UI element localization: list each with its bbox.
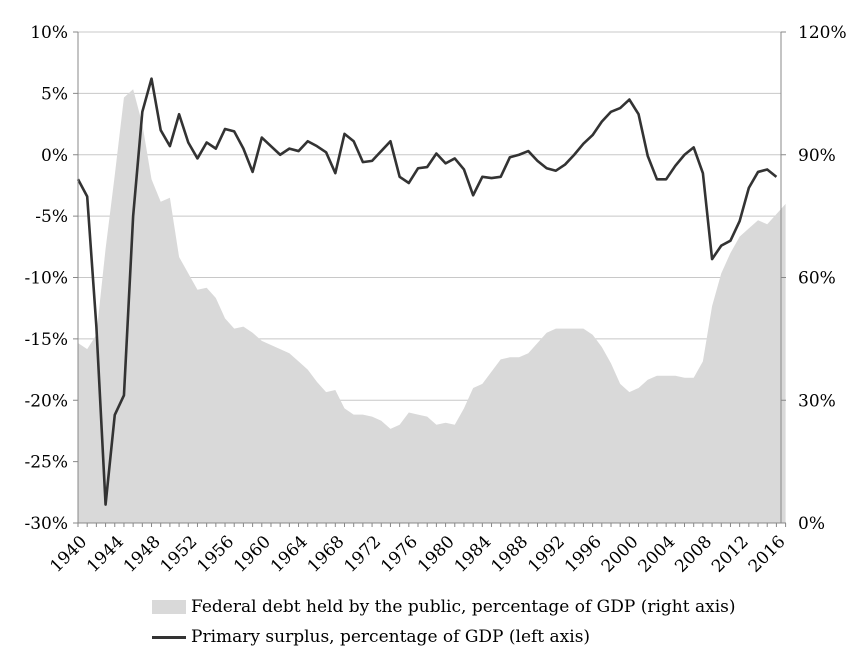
x-axis-tick-label: 2000 bbox=[598, 532, 643, 577]
legend-item-debt: Federal debt held by the public, percent… bbox=[152, 597, 736, 617]
x-axis-tick-label: 1980 bbox=[414, 532, 459, 577]
right-axis-tick-label: 90% bbox=[798, 146, 836, 166]
x-axis-tick-label: 1996 bbox=[561, 532, 606, 577]
debt-area-series bbox=[78, 89, 786, 524]
left-axis-tick-label: 10% bbox=[30, 23, 68, 43]
x-axis-tick-label: 1968 bbox=[304, 532, 349, 577]
x-axis-tick-label: 1956 bbox=[193, 532, 238, 577]
x-axis-tick-label: 1992 bbox=[524, 532, 569, 577]
x-axis-tick-label: 2012 bbox=[708, 532, 753, 577]
x-axis-tick-label: 1944 bbox=[83, 532, 128, 577]
x-axis-tick-label: 1960 bbox=[230, 532, 275, 577]
x-axis-tick-label: 1976 bbox=[377, 532, 422, 577]
left-axis-tick-label: -30% bbox=[24, 514, 68, 534]
right-axis-tick-labels: 120% 90% 60% 30% 0% bbox=[798, 23, 847, 534]
left-axis-tick-labels: 10% 5% 0% -5% -10% -15% -20% -25% -30% bbox=[24, 23, 68, 534]
x-axis-tick-label: 1952 bbox=[157, 532, 202, 577]
left-axis-tick-label: -15% bbox=[24, 330, 68, 350]
left-axis-tick-label: -10% bbox=[24, 269, 68, 289]
legend-item-surplus: Primary surplus, percentage of GDP (left… bbox=[152, 627, 590, 647]
x-axis-tick-label: 1988 bbox=[488, 532, 533, 577]
left-axis-tick-label: -5% bbox=[35, 207, 68, 227]
legend-label-surplus: Primary surplus, percentage of GDP (left… bbox=[191, 627, 591, 647]
right-axis-tick-label: 0% bbox=[798, 514, 825, 534]
left-axis-tick-label: -25% bbox=[24, 453, 68, 473]
left-axis-tick-label: 5% bbox=[41, 84, 68, 104]
primary-surplus-line-series bbox=[76, 77, 778, 506]
legend-swatch-surplus bbox=[152, 635, 186, 639]
x-axis-tick-label: 2004 bbox=[635, 532, 680, 577]
x-axis-tick-label: 2008 bbox=[671, 532, 716, 577]
x-axis-tick-label: 1972 bbox=[340, 532, 385, 577]
axes bbox=[73, 31, 787, 527]
left-axis-tick-label: 0% bbox=[41, 146, 68, 166]
debt-area bbox=[78, 89, 786, 524]
x-axis-tick-label: 1948 bbox=[120, 532, 165, 577]
x-axis-tick-label: 1964 bbox=[267, 532, 312, 577]
x-axis-tick-labels: 1940194419481952195619601964196819721976… bbox=[46, 532, 789, 577]
primary-surplus-line bbox=[76, 77, 778, 506]
left-axis-tick-label: -20% bbox=[24, 391, 68, 411]
right-axis-tick-label: 60% bbox=[798, 269, 836, 289]
right-axis-tick-label: 30% bbox=[798, 391, 836, 411]
x-axis-tick-label: 2016 bbox=[745, 532, 790, 577]
x-axis-tick-label: 1940 bbox=[46, 532, 91, 577]
legend-swatch-debt bbox=[152, 600, 186, 614]
legend-label-debt: Federal debt held by the public, percent… bbox=[191, 597, 736, 617]
right-axis-tick-label: 120% bbox=[798, 23, 847, 43]
x-axis-tick-label: 1984 bbox=[451, 532, 496, 577]
